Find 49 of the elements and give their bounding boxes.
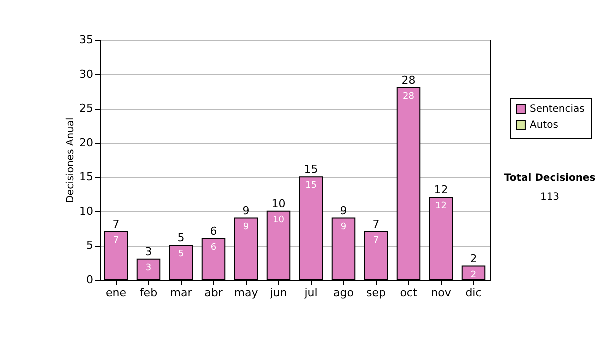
y-tick-label: 15: [80, 170, 94, 184]
y-tick-label: 35: [80, 34, 94, 46]
data-label: 7: [373, 236, 380, 246]
text: Total Decisiones: [504, 173, 596, 184]
data-label: 9: [340, 222, 347, 232]
total-label: 2: [470, 252, 478, 266]
y-tick-label: 0: [86, 274, 94, 286]
total-label: 10: [272, 197, 286, 210]
y-tick-label: 25: [80, 102, 94, 116]
y-tick-label: 20: [80, 136, 94, 150]
x-tick-label: nov: [431, 286, 452, 300]
x-tick-label: dic: [466, 286, 482, 300]
data-label: 6: [210, 242, 217, 253]
legend-label: Sentencias: [530, 104, 585, 115]
total-label: 3: [145, 245, 152, 258]
x-tick-label: oct: [400, 286, 418, 300]
data-label: 12: [436, 202, 447, 212]
y-tick-label: 5: [86, 239, 94, 252]
data-label: 15: [306, 181, 317, 192]
y-axis-title: Decisiones Anual: [66, 118, 77, 204]
x-tick-label: feb: [140, 286, 158, 300]
x-tick-label: may: [234, 286, 259, 300]
total-label: 5: [178, 232, 185, 245]
data-label: 7: [113, 236, 120, 246]
data-label: 9: [243, 222, 250, 232]
data-label: 3: [146, 263, 152, 274]
x-tick-label: ene: [106, 286, 127, 300]
legend-label: Autos: [530, 120, 558, 131]
total-label: 12: [434, 184, 448, 197]
x-tick-label: sep: [366, 286, 386, 300]
total-label: 9: [242, 204, 250, 218]
total-label: 7: [112, 218, 120, 231]
total-label: 28: [402, 74, 416, 87]
x-tick-label: ago: [334, 286, 354, 300]
total-label: 9: [340, 204, 348, 218]
data-label: 10: [273, 215, 285, 226]
total-label: 15: [304, 163, 318, 176]
x-tick-label: jun: [269, 286, 288, 300]
x-tick-label: mar: [170, 286, 193, 300]
text: 113: [540, 192, 560, 203]
data-label: 28: [403, 92, 415, 102]
x-tick-label: jul: [304, 286, 318, 300]
y-tick-label: 30: [80, 68, 94, 81]
x-tick-label: abr: [204, 286, 224, 300]
total-label: 6: [210, 224, 218, 238]
total-label: 7: [372, 218, 380, 231]
data-label: 2: [470, 270, 477, 280]
y-tick-label: 10: [80, 204, 94, 218]
data-label: 5: [178, 250, 184, 260]
